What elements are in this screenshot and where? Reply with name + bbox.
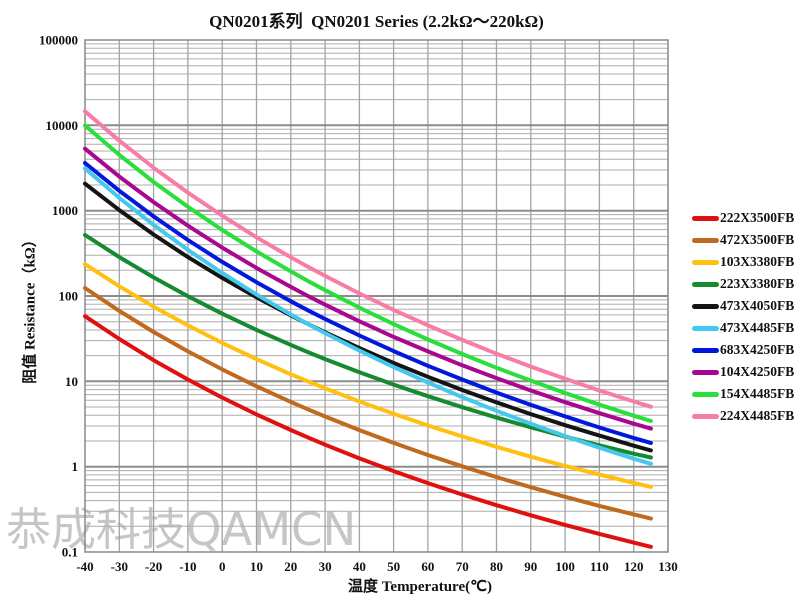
legend-swatch-icon xyxy=(692,325,719,331)
legend-label: 224X4485FB xyxy=(720,408,795,423)
legend-label: 104X4250FB xyxy=(720,364,795,379)
legend-label: 154X4485FB xyxy=(720,386,795,401)
legend-swatch-icon xyxy=(692,259,719,265)
x-tick-label: 70 xyxy=(456,559,469,574)
x-tick-label: 80 xyxy=(490,559,503,574)
legend-label: 473X4485FB xyxy=(720,320,795,335)
legend-item-222X3500FB: 222X3500FB xyxy=(692,207,794,229)
x-tick-label: 0 xyxy=(219,559,226,574)
legend-swatch-icon xyxy=(692,369,719,375)
curve-683X4250FB xyxy=(83,161,653,445)
x-tick-label: 10 xyxy=(250,559,263,574)
legend-item-683X4250FB: 683X4250FB xyxy=(692,339,794,361)
grid-minor-horizontal xyxy=(85,43,668,527)
y-tick-label: 0.1 xyxy=(62,545,78,560)
legend-item-104X4250FB: 104X4250FB xyxy=(692,361,794,383)
legend-label: 222X3500FB xyxy=(720,210,795,225)
x-tick-label: 40 xyxy=(353,559,366,574)
legend-item-223X3380FB: 223X3380FB xyxy=(692,273,794,295)
curve-222X3500FB xyxy=(83,314,653,549)
legend-swatch-icon xyxy=(692,281,719,287)
y-tick-label: 10000 xyxy=(46,118,79,133)
legend-label: 103X3380FB xyxy=(720,254,795,269)
curve-224X4485FB xyxy=(83,109,653,409)
y-tick-label: 1000 xyxy=(52,203,78,218)
legend-swatch-icon xyxy=(692,215,719,221)
legend-label: 223X3380FB xyxy=(720,276,795,291)
plot-border xyxy=(84,39,669,553)
curve-104X4250FB xyxy=(83,146,653,431)
x-tick-label: -10 xyxy=(179,559,196,574)
x-tick-label: 130 xyxy=(658,559,678,574)
legend-item-473X4050FB: 473X4050FB xyxy=(692,295,794,317)
x-tick-label: -40 xyxy=(76,559,93,574)
legend-label: 472X3500FB xyxy=(720,232,795,247)
x-tick-label: 90 xyxy=(524,559,537,574)
x-tick-label: 100 xyxy=(555,559,575,574)
x-tick-label: 120 xyxy=(624,559,644,574)
x-tick-label: 60 xyxy=(421,559,434,574)
legend-item-103X3380FB: 103X3380FB xyxy=(692,251,794,273)
legend-swatch-icon xyxy=(692,303,719,309)
x-tick-label: -20 xyxy=(145,559,162,574)
x-tick-label: 20 xyxy=(284,559,297,574)
legend-label: 683X4250FB xyxy=(720,342,795,357)
curve-473X4485FB xyxy=(83,166,653,466)
x-axis-label: 温度 Temperature(℃) xyxy=(348,579,492,595)
y-tick-label: 1 xyxy=(72,459,79,474)
legend-item-224X4485FB: 224X4485FB xyxy=(692,405,794,427)
legend: 222X3500FB 472X3500FB 103X3380FB 223X3380FB… xyxy=(692,207,794,427)
y-tick-label: 10 xyxy=(65,374,78,389)
curve-154X4485FB xyxy=(83,123,653,423)
curve-103X3380FB xyxy=(83,262,653,489)
legend-swatch-icon xyxy=(692,391,719,397)
x-tick-label: -30 xyxy=(111,559,128,574)
curve-473X4050FB xyxy=(83,181,653,453)
x-tick-label: 50 xyxy=(387,559,400,574)
legend-swatch-icon xyxy=(692,413,719,419)
legend-item-154X4485FB: 154X4485FB xyxy=(692,383,794,405)
legend-item-472X3500FB: 472X3500FB xyxy=(692,229,794,251)
legend-swatch-icon xyxy=(692,347,719,353)
watermark: 恭成科技QAMCN xyxy=(6,503,356,556)
legend-item-473X4485FB: 473X4485FB xyxy=(692,317,794,339)
y-tick-label: 100 xyxy=(59,289,79,304)
chart-title: QN0201系列 QN0201 Series (2.2kΩ～220kΩ) xyxy=(209,12,544,31)
legend-swatch-icon xyxy=(692,237,719,243)
curve-472X3500FB xyxy=(83,286,653,521)
y-tick-label: 100000 xyxy=(39,33,78,48)
x-tick-label: 110 xyxy=(590,559,609,574)
y-axis-label: 阻值 Resistance（kΩ） xyxy=(22,232,39,384)
x-tick-label: 30 xyxy=(319,559,332,574)
legend-label: 473X4050FB xyxy=(720,298,795,313)
